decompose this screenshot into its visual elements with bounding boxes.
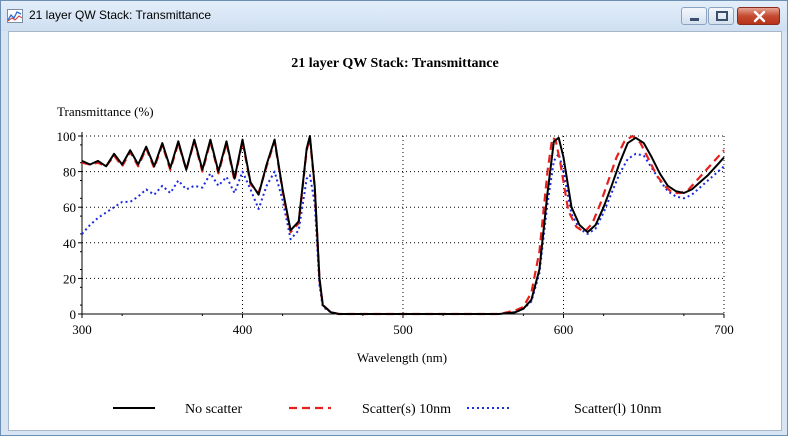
legend-label-1: No scatter: [185, 402, 242, 417]
close-button[interactable]: [737, 7, 780, 25]
minimize-icon: [690, 18, 699, 21]
y-tick-label: 0: [70, 307, 77, 322]
title-bar[interactable]: 21 layer QW Stack: Transmittance: [1, 1, 787, 31]
close-icon: [753, 10, 766, 23]
x-tick-label: 700: [714, 322, 734, 337]
series-line-3: [81, 152, 725, 315]
grid: [82, 135, 725, 314]
legend: No scatter Scatter(s) 10nm Scatter(l) 10nm: [113, 402, 662, 417]
series-lines: [81, 134, 725, 316]
y-axis-label: Transmittance (%): [57, 104, 154, 119]
maximize-icon: [716, 11, 728, 21]
chart-icon: [7, 9, 23, 23]
x-axis-label: Wavelength (nm): [357, 350, 447, 365]
x-tick-label: 500: [393, 322, 413, 337]
legend-label-3: Scatter(l) 10nm: [574, 402, 662, 417]
axes: [81, 132, 724, 315]
series-line-1: [81, 135, 725, 315]
y-tick-label: 40: [63, 236, 76, 251]
y-tick-label: 100: [57, 129, 77, 144]
transmittance-chart: 21 layer QW Stack: Transmittance Transmi…: [57, 56, 734, 417]
minimize-button[interactable]: [681, 7, 707, 25]
chart-area: 21 layer QW Stack: Transmittance Transmi…: [8, 31, 782, 431]
x-tick-label: 300: [72, 322, 92, 337]
legend-label-2: Scatter(s) 10nm: [362, 402, 451, 417]
maximize-button[interactable]: [708, 7, 734, 25]
window-title: 21 layer QW Stack: Transmittance: [29, 8, 212, 22]
ticks: 0 20 40 60 80 100 300 400 500 600 700: [57, 129, 734, 337]
y-tick-label: 80: [63, 165, 76, 180]
chart-title: 21 layer QW Stack: Transmittance: [291, 56, 498, 71]
x-tick-label: 600: [554, 322, 574, 337]
y-tick-label: 20: [63, 271, 76, 286]
x-tick-label: 400: [233, 322, 253, 337]
y-tick-label: 60: [63, 200, 76, 215]
